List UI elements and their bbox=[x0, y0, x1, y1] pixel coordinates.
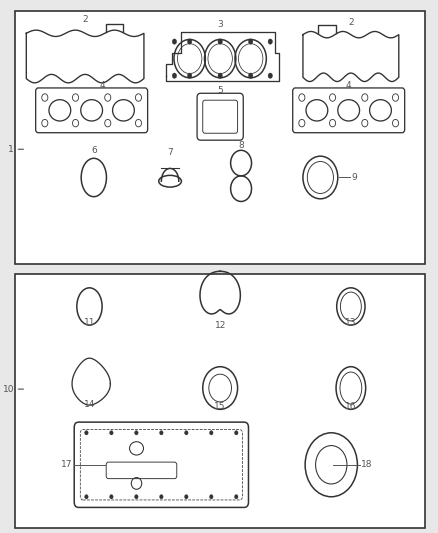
Bar bbox=[15, 11, 425, 264]
Text: 7: 7 bbox=[167, 148, 173, 157]
Circle shape bbox=[234, 431, 238, 435]
Circle shape bbox=[85, 495, 88, 499]
Text: 13: 13 bbox=[345, 318, 357, 327]
Text: 8: 8 bbox=[238, 141, 244, 150]
Text: 2: 2 bbox=[348, 18, 353, 27]
Circle shape bbox=[209, 495, 213, 499]
Text: 4: 4 bbox=[346, 80, 352, 90]
Circle shape bbox=[184, 495, 188, 499]
Circle shape bbox=[234, 495, 238, 499]
Circle shape bbox=[187, 73, 192, 78]
Text: 11: 11 bbox=[84, 318, 95, 327]
Text: 10: 10 bbox=[3, 385, 14, 393]
Text: 15: 15 bbox=[215, 402, 226, 411]
Text: 17: 17 bbox=[60, 461, 72, 469]
Circle shape bbox=[184, 431, 188, 435]
Circle shape bbox=[134, 495, 138, 499]
Text: 2: 2 bbox=[82, 15, 88, 24]
Circle shape bbox=[85, 431, 88, 435]
Bar bbox=[15, 274, 425, 528]
Text: 16: 16 bbox=[345, 402, 357, 411]
Circle shape bbox=[268, 73, 272, 78]
Text: 9: 9 bbox=[352, 173, 357, 182]
Text: 5: 5 bbox=[217, 86, 223, 95]
Text: 1: 1 bbox=[8, 145, 14, 154]
Circle shape bbox=[268, 39, 272, 44]
Circle shape bbox=[187, 39, 192, 44]
Circle shape bbox=[159, 495, 163, 499]
Text: 3: 3 bbox=[217, 20, 223, 29]
Text: 12: 12 bbox=[215, 321, 226, 330]
Circle shape bbox=[110, 431, 113, 435]
Text: 18: 18 bbox=[361, 461, 373, 469]
Text: 4: 4 bbox=[100, 80, 106, 90]
Text: 14: 14 bbox=[84, 400, 95, 409]
Circle shape bbox=[110, 495, 113, 499]
Circle shape bbox=[159, 431, 163, 435]
Circle shape bbox=[172, 39, 177, 44]
Circle shape bbox=[248, 39, 253, 44]
Circle shape bbox=[248, 73, 253, 78]
Circle shape bbox=[209, 431, 213, 435]
Circle shape bbox=[218, 39, 223, 44]
Circle shape bbox=[172, 73, 177, 78]
Circle shape bbox=[134, 431, 138, 435]
Circle shape bbox=[218, 73, 223, 78]
Text: 6: 6 bbox=[91, 146, 97, 155]
